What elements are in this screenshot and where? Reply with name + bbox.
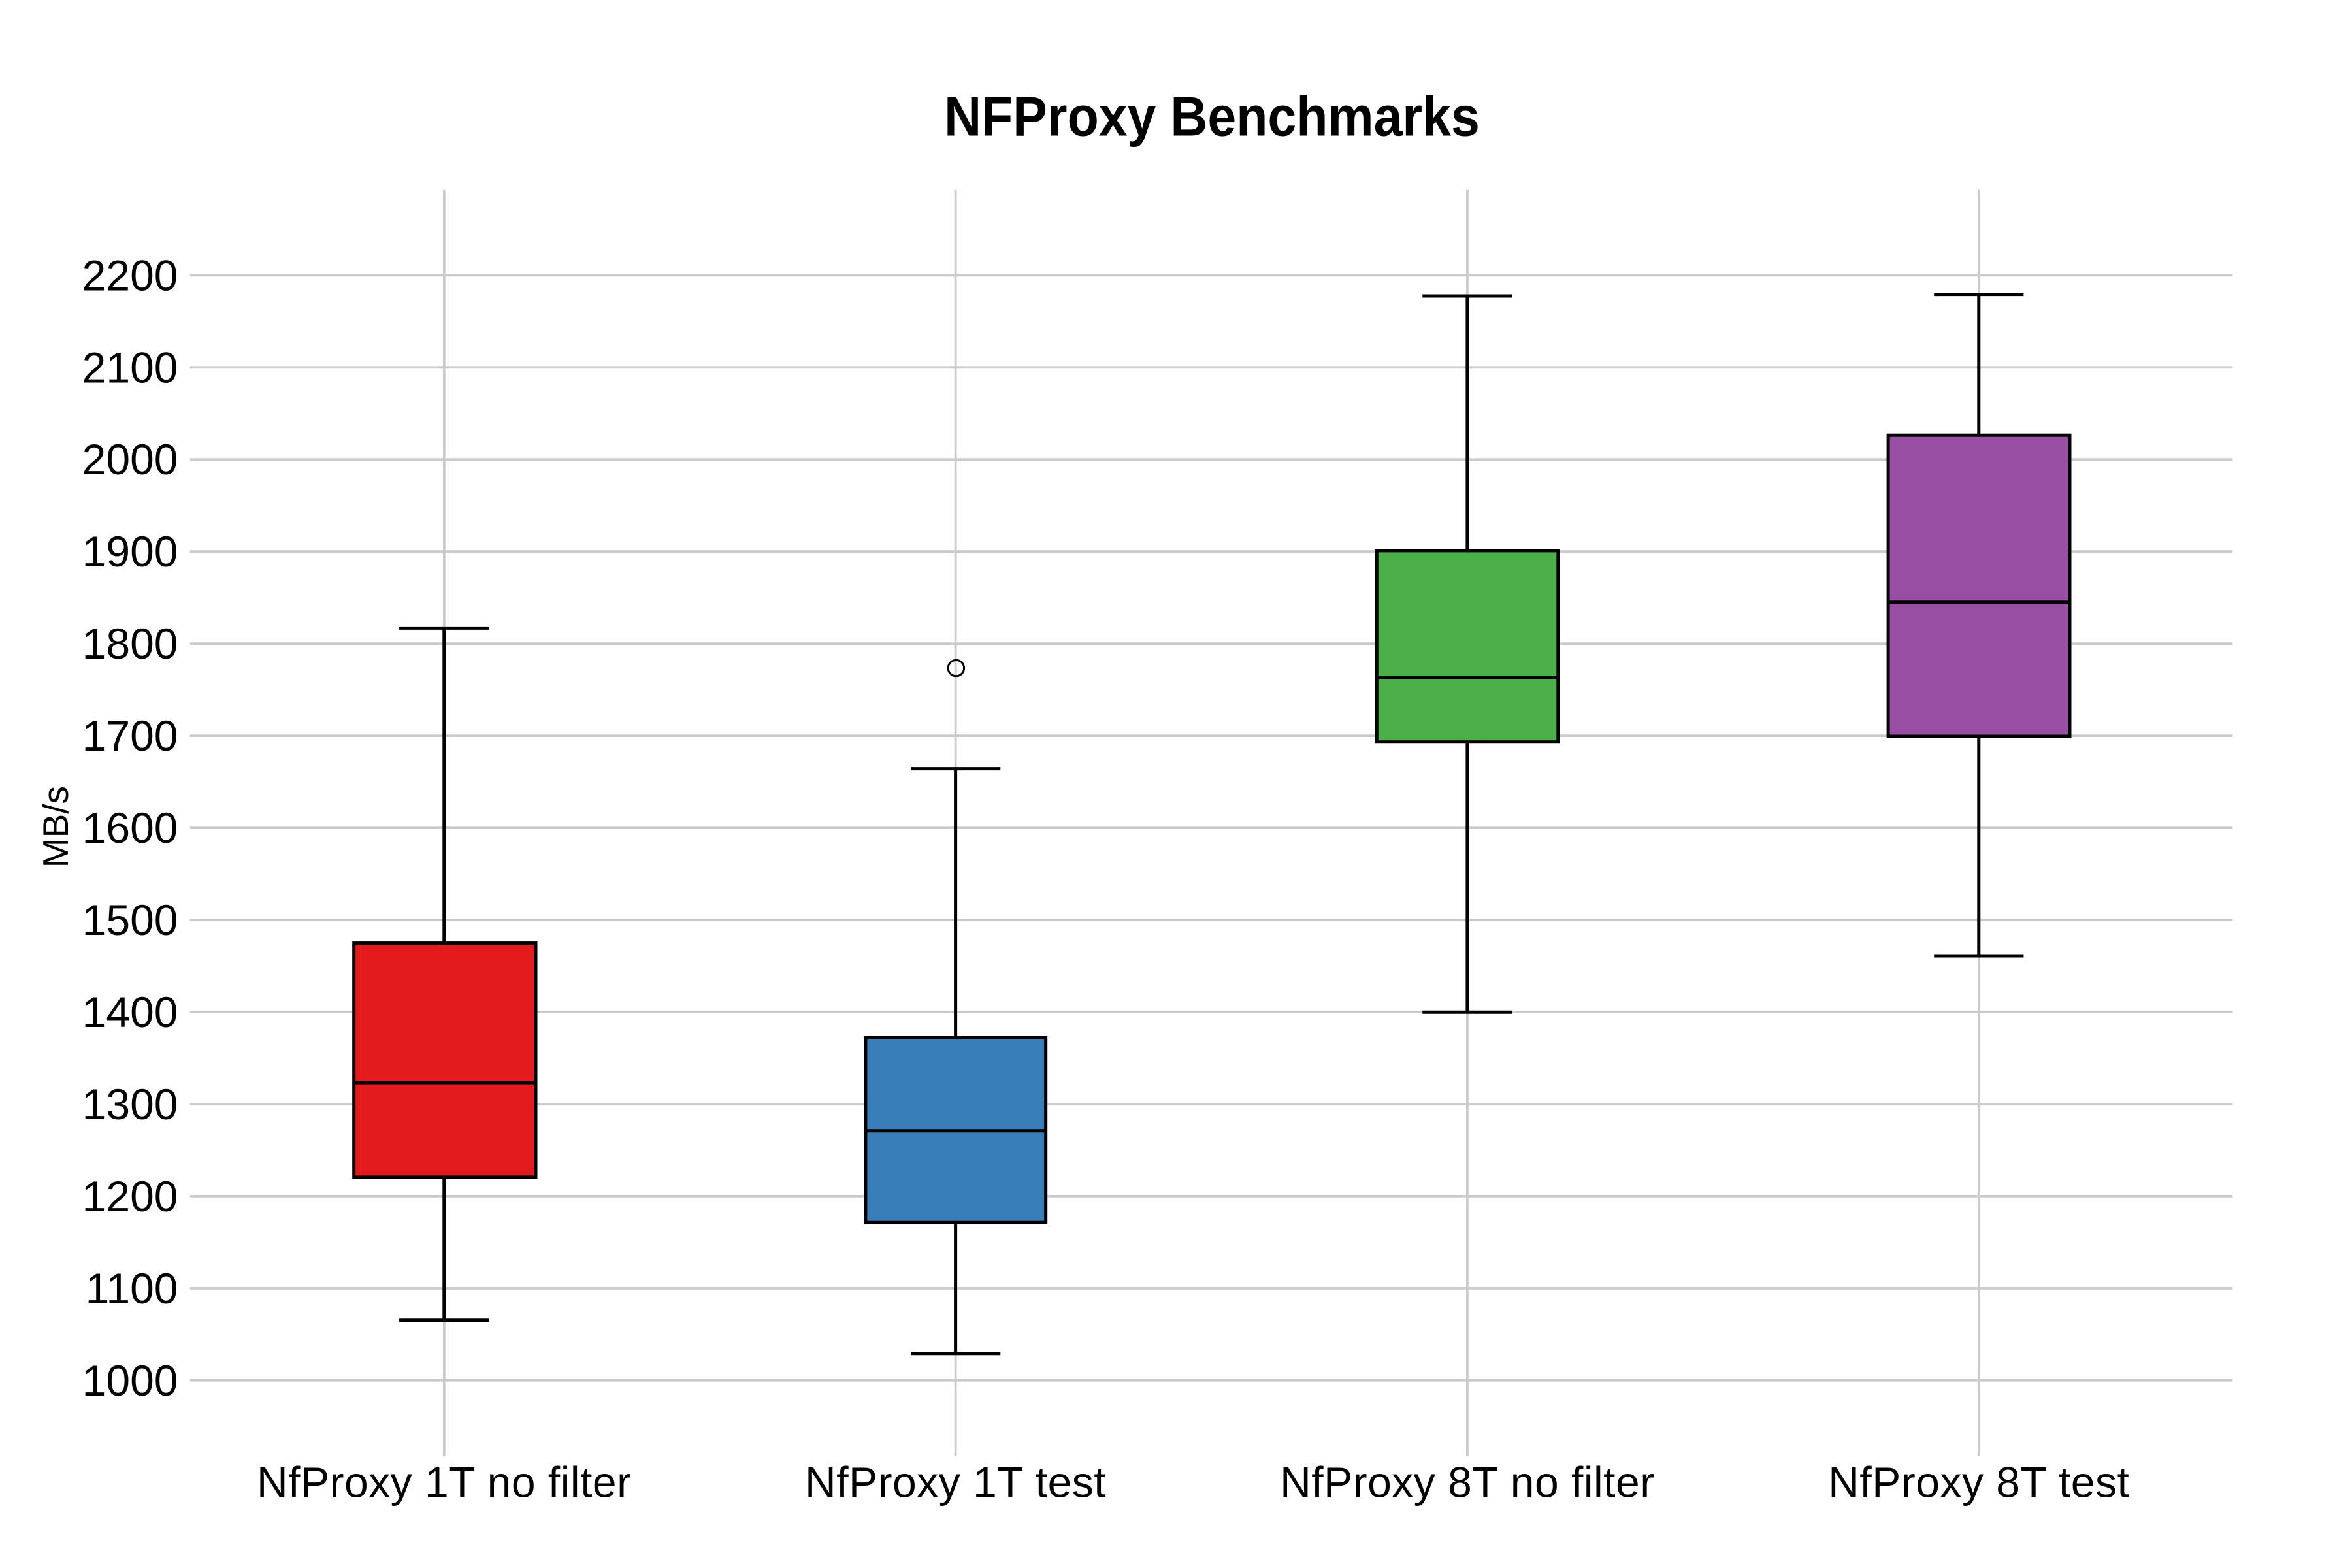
svg-text:NFProxy Benchmarks: NFProxy Benchmarks — [944, 86, 1480, 148]
svg-text:1600: 1600 — [82, 804, 178, 852]
svg-text:MB/s: MB/s — [35, 786, 76, 868]
svg-text:2100: 2100 — [82, 343, 178, 391]
svg-text:2200: 2200 — [82, 251, 178, 299]
svg-text:NfProxy 8T no filter: NfProxy 8T no filter — [1280, 1458, 1655, 1507]
svg-text:1900: 1900 — [82, 527, 178, 576]
svg-text:1400: 1400 — [82, 988, 178, 1036]
svg-text:2000: 2000 — [82, 435, 178, 483]
svg-text:1200: 1200 — [82, 1172, 178, 1220]
svg-text:1700: 1700 — [82, 711, 178, 760]
svg-text:NfProxy 8T test: NfProxy 8T test — [1828, 1458, 2129, 1507]
svg-text:1100: 1100 — [86, 1264, 178, 1313]
svg-text:1500: 1500 — [82, 896, 178, 944]
svg-text:1000: 1000 — [82, 1356, 178, 1405]
svg-text:NfProxy 1T no filter: NfProxy 1T no filter — [257, 1458, 632, 1507]
svg-text:NfProxy 1T test: NfProxy 1T test — [805, 1458, 1106, 1507]
svg-text:1800: 1800 — [82, 619, 178, 668]
svg-text:1300: 1300 — [82, 1080, 178, 1128]
